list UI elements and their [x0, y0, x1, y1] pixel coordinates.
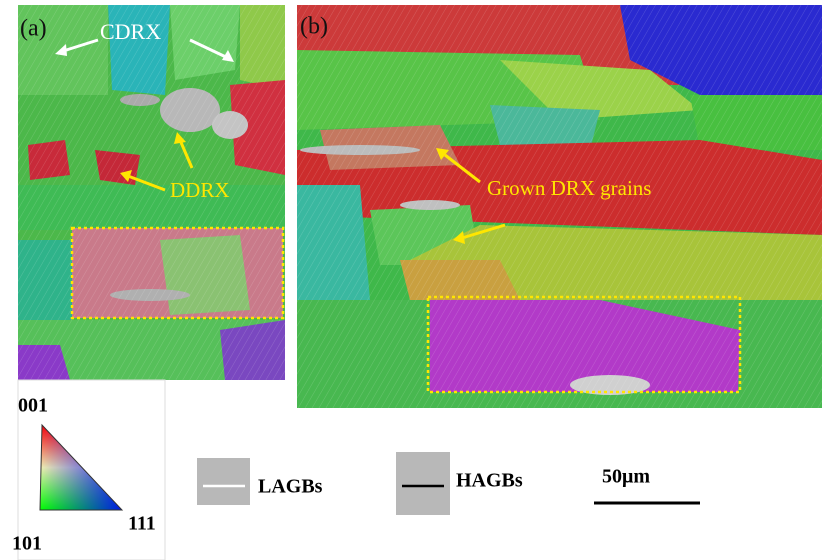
ipf-corner-label: 001: [18, 395, 48, 417]
panel-b: (b) Grown DRX grains: [297, 5, 822, 408]
annotation: CDRX: [100, 19, 161, 44]
figure: (a) CDRX DDRX (b) Grown DRX grains 001 1…: [0, 0, 822, 560]
boundary-legend: LAGBs HAGBs 50μm: [197, 452, 700, 515]
annotation: DDRX: [170, 178, 230, 202]
panel-label: (a): [20, 16, 47, 42]
panel-a: (a) CDRX DDRX: [18, 5, 285, 380]
ipf-corner-label: 111: [128, 513, 156, 535]
scale-bar-label: 50μm: [602, 466, 650, 488]
panel-label: (b): [300, 14, 328, 40]
annotation: Grown DRX grains: [487, 176, 651, 200]
ipf-corner-label: 101: [12, 533, 42, 555]
legend-label: LAGBs: [258, 476, 323, 498]
ipf-legend: 001 101 111: [12, 380, 165, 560]
legend-label: HAGBs: [456, 470, 523, 492]
